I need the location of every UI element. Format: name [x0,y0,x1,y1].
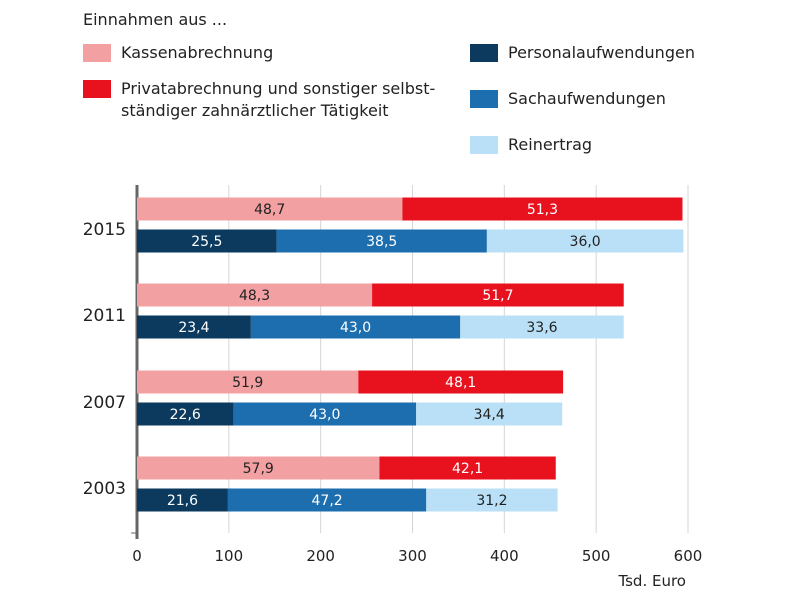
data-label-expenses-2003-0: 21,6 [167,493,198,509]
legend-swatch-privatabrechnung [83,80,111,98]
x-tick-label-400: 400 [490,547,519,565]
bar-expenses-2007-0 [137,402,234,426]
bar-income-2011-1 [372,283,624,307]
data-label-expenses-2015-1: 38,5 [366,234,397,250]
legend-swatch-personalaufwendungen [470,44,498,62]
bar-expenses-2015-1 [276,229,487,253]
bar-expenses-2003-0 [137,488,228,512]
legend-item-privatabrechnung: Privatabrechnung und sonstiger selbst- s… [83,78,435,122]
x-tick-label-600: 600 [674,547,703,565]
data-label-expenses-2007-0: 22,6 [170,407,201,423]
data-label-income-2015-1: 51,3 [527,202,558,218]
x-tick-label-500: 500 [582,547,611,565]
y-category-label-2007: 2007 [83,393,126,413]
legend-title: Einnahmen aus ... [83,10,228,29]
bar-income-2003-0 [137,456,380,480]
bar-income-2007-1 [358,370,564,394]
bar-income-2015-1 [402,197,683,221]
data-label-income-2011-1: 51,7 [482,288,513,304]
bar-income-2003-1 [379,456,556,480]
y-category-label-2015: 2015 [83,220,126,240]
bar-expenses-2007-1 [233,402,417,426]
bar-income-2007-0 [137,370,359,394]
legend-swatch-kassenabrechnung [83,44,111,62]
bar-expenses-2011-1 [250,315,461,339]
legend-label-personalaufwendungen: Personalaufwendungen [508,43,695,62]
bar-expenses-2003-1 [227,488,427,512]
data-label-expenses-2011-2: 33,6 [526,320,557,336]
data-label-expenses-2011-1: 43,0 [340,320,371,336]
legend-swatch-sachaufwendungen [470,90,498,108]
x-tick-label-100: 100 [215,547,244,565]
legend-item-sachaufwendungen: Sachaufwendungen [470,88,666,110]
data-label-income-2003-1: 42,1 [452,461,483,477]
bar-expenses-2011-0 [137,315,251,339]
x-axis-label: Tsd. Euro [617,572,686,590]
x-tick-label-0: 0 [132,547,142,565]
legend-label-sachaufwendungen: Sachaufwendungen [508,89,666,108]
bar-expenses-2015-2 [486,229,684,253]
data-label-income-2007-1: 48,1 [445,375,476,391]
bar-expenses-2011-2 [460,315,624,339]
data-label-income-2003-0: 57,9 [243,461,274,477]
data-label-expenses-2011-0: 23,4 [178,320,209,336]
data-label-expenses-2007-1: 43,0 [309,407,340,423]
data-label-income-2015-0: 48,7 [254,202,285,218]
legend-label-privatabrechnung: Privatabrechnung und sonstiger selbst- s… [121,79,436,120]
data-label-expenses-2015-0: 25,5 [191,234,222,250]
y-category-label-2003: 2003 [83,479,126,499]
legend-label-reinertrag: Reinertrag [508,135,593,154]
bar-expenses-2015-0 [137,229,277,253]
data-label-expenses-2003-2: 31,2 [476,493,507,509]
bar-expenses-2007-2 [416,402,563,426]
legend-item-kassenabrechnung: Kassenabrechnung [83,42,273,64]
legend-swatch-reinertrag [470,136,498,154]
data-label-income-2007-0: 51,9 [232,375,263,391]
legend-label-kassenabrechnung: Kassenabrechnung [121,43,274,62]
legend-item-reinertrag: Reinertrag [470,134,592,156]
legend-item-personalaufwendungen: Personalaufwendungen [470,42,695,64]
data-label-income-2011-0: 48,3 [239,288,270,304]
bar-income-2011-0 [137,283,373,307]
x-tick-label-300: 300 [398,547,427,565]
data-label-expenses-2015-2: 36,0 [570,234,601,250]
data-label-expenses-2003-1: 47,2 [312,493,343,509]
x-tick-label-200: 200 [306,547,335,565]
bar-income-2015-0 [137,197,403,221]
data-label-expenses-2007-2: 34,4 [474,407,505,423]
bar-expenses-2003-2 [426,488,558,512]
y-category-label-2011: 2011 [83,306,126,326]
